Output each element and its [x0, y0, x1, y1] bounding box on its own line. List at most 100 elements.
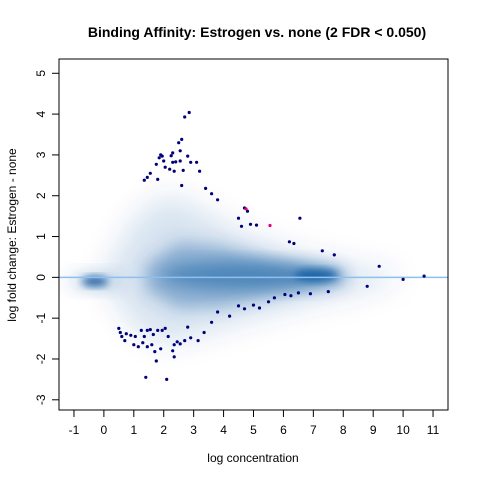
data-point [153, 350, 157, 354]
data-point [210, 320, 214, 324]
y-axis: -3 -2 -1 0 1 2 3 4 5 [34, 70, 60, 405]
density-left-halo [68, 271, 121, 292]
data-point [198, 169, 202, 173]
data-point [145, 345, 149, 349]
y-tick-label: 1 [34, 233, 48, 240]
x-tick-label: 0 [101, 423, 108, 437]
x-tick-label: 3 [190, 423, 197, 437]
data-point [163, 326, 167, 330]
x-tick-label: 10 [396, 423, 410, 437]
data-point [154, 359, 158, 363]
data-point [210, 192, 214, 196]
x-axis: -1 0 1 2 3 4 5 6 7 8 9 10 11 [69, 409, 440, 437]
data-point [202, 330, 206, 335]
data-point [196, 339, 200, 343]
data-point [236, 216, 241, 220]
data-point [132, 343, 136, 347]
highlight-point [244, 207, 248, 211]
data-point [145, 175, 149, 179]
x-tick-label: 8 [340, 423, 347, 437]
data-point [181, 168, 185, 172]
data-point [332, 253, 336, 257]
data-point [123, 339, 127, 343]
data-point [168, 167, 172, 171]
y-tick-label: 0 [34, 274, 48, 281]
data-point [136, 345, 140, 349]
data-point [257, 306, 262, 310]
data-point [377, 264, 381, 268]
data-point [242, 307, 247, 311]
x-tick-label: -1 [69, 423, 80, 437]
data-point [298, 216, 302, 220]
data-point [187, 110, 191, 115]
data-point [251, 303, 256, 307]
data-point [326, 290, 330, 294]
data-point [422, 274, 426, 278]
y-axis-label: log fold change: Estrogen - none [5, 148, 19, 322]
x-tick-label: 1 [130, 423, 137, 437]
data-point [172, 343, 176, 347]
data-point [177, 141, 181, 145]
plot-frame [58, 58, 449, 411]
data-point [296, 291, 300, 295]
data-point [165, 377, 169, 381]
data-point [141, 341, 145, 345]
density-peak [294, 269, 339, 282]
data-point [124, 332, 128, 336]
x-tick-label: 7 [310, 423, 317, 437]
data-point [156, 177, 160, 181]
chart-title: Binding Affinity: Estrogen vs. none (2 F… [88, 24, 426, 40]
data-point [236, 304, 241, 308]
data-point [117, 326, 121, 330]
data-point [142, 334, 146, 339]
data-point [239, 224, 244, 228]
x-tick-label: 9 [370, 423, 377, 437]
data-point [172, 169, 176, 173]
data-point [174, 160, 178, 164]
x-tick-label: 4 [220, 423, 227, 437]
data-point [162, 159, 166, 163]
data-point [245, 209, 250, 213]
data-point [254, 223, 259, 227]
data-point [183, 339, 187, 343]
data-point [216, 198, 220, 202]
data-point [195, 160, 199, 164]
data-point [289, 294, 293, 298]
data-point [118, 330, 122, 335]
data-point [183, 115, 187, 119]
data-point [401, 277, 405, 281]
x-tick-label: 2 [160, 423, 167, 437]
data-point [283, 292, 287, 297]
data-point [133, 334, 137, 339]
data-point [145, 328, 149, 332]
y-tick-label: 5 [34, 70, 48, 77]
data-point [120, 334, 124, 339]
data-point [171, 160, 175, 164]
data-point [144, 375, 148, 379]
data-point [139, 328, 143, 332]
y-tick-label: 3 [34, 151, 48, 158]
data-point [186, 154, 190, 158]
data-point [308, 292, 312, 296]
data-point [320, 249, 324, 253]
data-point [157, 156, 161, 160]
y-tick-label: -1 [34, 313, 48, 324]
data-point [160, 328, 164, 332]
x-tick-label: 11 [427, 423, 440, 437]
data-point [163, 165, 167, 169]
data-point [142, 178, 146, 182]
data-point [180, 137, 184, 141]
x-axis-label: log concentration [207, 451, 298, 465]
data-point [171, 151, 175, 155]
data-point [129, 333, 133, 337]
density-cloud [68, 195, 398, 343]
data-point [248, 222, 253, 226]
data-point [159, 347, 163, 351]
data-point [160, 154, 164, 158]
data-point [189, 160, 193, 164]
x-tick-label: 5 [250, 423, 257, 437]
data-point [150, 343, 154, 347]
data-point [154, 162, 158, 166]
highlight-point [268, 223, 272, 228]
